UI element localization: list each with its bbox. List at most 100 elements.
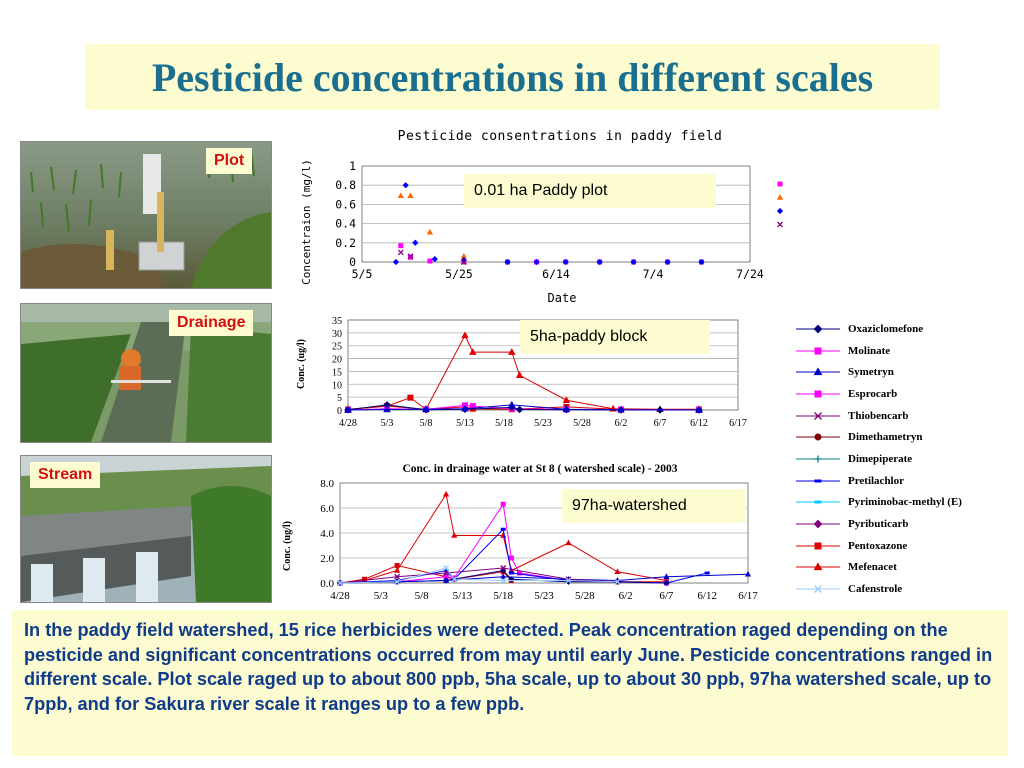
ptc-point — [392, 258, 400, 266]
chart2-ylabel: Conc. (ug/l) — [296, 339, 307, 389]
ptc-point — [664, 258, 671, 266]
slide-title: Pesticide concentrations in different sc… — [151, 55, 874, 100]
legend-swatch — [796, 562, 840, 571]
plot-tag: Plot — [206, 148, 253, 174]
legend-marker — [813, 367, 823, 376]
x-tick-label: 6/7 — [654, 418, 667, 429]
cafenstrole-point — [565, 577, 572, 584]
drainage-photo — [20, 303, 272, 443]
legend-label: Cafenstrole — [848, 583, 903, 596]
legend-marker — [777, 181, 783, 187]
molinate-point — [443, 574, 449, 580]
legend-marker — [813, 324, 823, 334]
x-tick-label: 5/23 — [534, 590, 554, 602]
y-tick-label: 4.0 — [320, 528, 334, 540]
legend-item: Pyriminobac-methyl (E) — [796, 492, 1020, 514]
x-tick-label: 5/28 — [575, 590, 595, 602]
mf-point — [426, 228, 434, 235]
oxaziclomefone-point — [383, 401, 391, 409]
x-tick-label: 6/12 — [697, 590, 717, 602]
ptc-point — [562, 258, 569, 266]
mf-point — [397, 192, 404, 199]
cafenstrole-point — [394, 578, 401, 585]
legend-swatch — [796, 433, 840, 441]
symetryn-point — [383, 405, 391, 413]
y-tick-label: 0.4 — [335, 217, 356, 231]
legend-label: Pyriminobac-methyl (E) — [848, 496, 962, 509]
cafenstrole-point — [337, 580, 343, 586]
x-tick-label: 5/28 — [573, 418, 591, 429]
legend-label: Pyributicarb — [848, 518, 909, 531]
mefenacet-point — [508, 348, 516, 355]
y-tick-label: 20 — [332, 355, 342, 366]
legend-item: Pretilachlor — [796, 470, 1020, 492]
legend-item: Dimethametryn — [796, 426, 1020, 448]
symetryn-point — [695, 406, 703, 413]
stream-tag: Stream — [30, 462, 101, 488]
cafenstrole-point — [500, 577, 507, 584]
y-tick-label: 0 — [349, 255, 356, 269]
mefenacet-point — [461, 331, 469, 339]
pretilachlor-point — [500, 527, 506, 531]
mefenacet-point — [508, 567, 515, 573]
x-tick-label: 5/13 — [453, 590, 473, 602]
ptc-point — [698, 258, 705, 266]
legend-marker — [814, 390, 822, 398]
x-tick-label: 6/12 — [690, 418, 708, 429]
pretilachlor-point — [508, 571, 514, 575]
legend-label: Esprocarb — [848, 387, 898, 400]
mefenacet-point — [565, 539, 572, 546]
y-tick-label: 0 — [337, 406, 342, 417]
legend-swatch — [796, 324, 840, 334]
x-tick-label: 5/8 — [415, 590, 430, 602]
legend-label: Mefenacet — [848, 561, 897, 574]
mefenacet-line — [339, 492, 667, 584]
plot-photo — [20, 141, 272, 289]
chart3-title: Conc. in drainage water at St 8 ( waters… — [402, 463, 677, 475]
plot-scale-chart: Pesticide consentrations in paddy field … — [300, 129, 784, 305]
legend-swatch — [796, 500, 840, 504]
ism-point — [408, 254, 413, 260]
x-tick-label: 5/3 — [381, 418, 394, 429]
y-tick-label: 25 — [332, 342, 342, 353]
legend-marker — [814, 500, 822, 504]
legend-swatch — [796, 455, 840, 463]
legend-label: Pretilachlor — [848, 474, 904, 487]
x-tick-label: 5/18 — [493, 590, 513, 602]
legend-marker — [814, 585, 822, 594]
bsm-point — [397, 249, 404, 256]
ptc-point — [431, 255, 438, 263]
watershed-scale-chart: Conc. in drainage water at St 8 ( waters… — [282, 463, 758, 602]
x-tick-label: 6/14 — [542, 267, 570, 281]
pretilachlor-point — [704, 571, 710, 575]
legend-swatch — [796, 411, 840, 420]
title-banner: Pesticide concentrations in different sc… — [85, 44, 940, 110]
plot-callout: 0.01 ha Paddy plot — [464, 174, 716, 208]
legend-label: Oxaziclomefone — [848, 322, 924, 335]
legend-item: Pentoxazone — [796, 535, 1020, 557]
legend-item: Pyributicarb — [796, 513, 1020, 535]
pretilachlor-point — [443, 569, 449, 572]
legend-marker — [777, 221, 783, 228]
x-tick-label: 6/2 — [619, 590, 633, 602]
symetryn-point — [663, 573, 670, 580]
legend-marker — [814, 411, 822, 420]
ptc-point — [402, 182, 409, 189]
legend-item: Thiobencarb — [796, 405, 1020, 427]
symetryn-point — [617, 405, 625, 413]
legend-item: Esprocarb — [796, 383, 1020, 405]
x-tick-label: 5/13 — [456, 418, 474, 429]
symetryn-line — [347, 404, 700, 411]
legend-marker — [813, 519, 823, 529]
pentoxazone-point — [407, 394, 414, 401]
watershed-callout: 97ha-watershed — [562, 489, 746, 523]
ptc-point — [630, 258, 637, 266]
ptc-point — [596, 258, 603, 266]
legend-label: Symetryn — [848, 366, 894, 379]
cafenstrole-point — [451, 576, 458, 583]
molinate-point — [517, 570, 523, 576]
y-tick-label: 35 — [332, 316, 342, 327]
summary-box: In the paddy field watershed, 15 rice he… — [12, 610, 1008, 756]
legend-item: Cafenstrole — [796, 578, 1020, 600]
oxaziclomefone-point — [515, 405, 524, 414]
